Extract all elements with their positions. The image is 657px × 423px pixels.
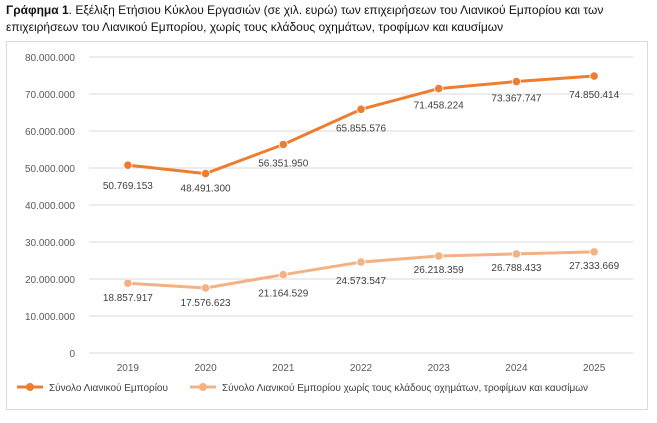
x-tick-label: 2021 [272,363,295,374]
data-label: 18.857.917 [103,293,153,304]
data-point [123,160,133,170]
data-label: 24.573.547 [336,276,386,287]
data-point [511,76,522,87]
data-label: 26.218.359 [414,265,464,276]
data-label: 17.576.623 [181,298,231,309]
data-label: 26.788.433 [491,263,541,274]
data-label: 71.458.224 [414,101,464,112]
line-chart: 0 10.000.000 20.000.000 30.000.000 40.000.00… [17,53,633,394]
data-label: 74.850.414 [569,90,619,101]
data-point [123,278,133,288]
series-lines [123,71,599,293]
caption-label: Γράφημα 1 [6,3,69,17]
chart-frame: 0 10.000.000 20.000.000 30.000.000 40.000.00… [6,41,648,410]
gridlines [89,56,633,354]
legend-swatch-marker [198,383,207,391]
legend-label: Σύνολο Λιανικού Εμπορίου χωρίς τους κλάδ… [222,382,588,394]
chart-caption: Γράφημα 1. Εξέλιξη Ετήσιου Κύκλου Εργασι… [6,2,651,36]
data-label: 48.491.300 [181,184,231,195]
x-axis-ticks: 2019 2020 2021 2022 2023 2024 2025 [117,363,606,374]
y-tick-label: 50.000.000 [25,164,75,175]
data-point [278,139,288,150]
y-axis-ticks: 0 10.000.000 20.000.000 30.000.000 40.000.00… [25,53,76,360]
data-label: 50.769.153 [103,181,153,192]
y-tick-label: 30.000.000 [25,238,75,249]
y-tick-label: 40.000.000 [25,201,75,212]
y-tick-label: 0 [69,349,75,360]
x-tick-label: 2020 [194,363,217,374]
data-label: 21.164.529 [258,289,308,300]
x-tick-label: 2024 [505,363,528,374]
data-label: 27.333.669 [569,261,619,272]
x-tick-label: 2019 [117,363,140,374]
data-labels: 50.769.153 48.491.300 56.351.950 65.855.576… [103,90,620,309]
data-point [356,257,366,267]
data-point [589,247,599,257]
legend-label: Σύνολο Λιανικού Εμπορίου [49,382,168,394]
data-label: 73.367.747 [491,94,541,105]
data-label: 65.855.576 [336,123,386,134]
legend-swatch-marker [26,383,34,391]
data-point [434,251,444,261]
y-tick-label: 70.000.000 [25,90,75,101]
x-tick-label: 2023 [428,363,451,374]
x-tick-label: 2022 [350,363,373,374]
data-point [589,71,599,81]
y-tick-label: 60.000.000 [25,127,75,138]
y-tick-label: 20.000.000 [25,275,75,286]
data-label: 56.351.950 [258,158,308,169]
data-point [200,283,211,293]
legend: Σύνολο Λιανικού Εμπορίου Σύνολο Λιανικού … [17,382,588,394]
data-point [200,168,211,179]
y-tick-label: 80.000.000 [25,53,75,64]
y-tick-label: 10.000.000 [25,312,75,323]
data-point [511,249,522,259]
data-point [356,104,366,114]
data-point [278,270,288,280]
caption-text: . Εξέλιξη Ετήσιου Κύκλου Εργασιών (σε χι… [6,3,604,34]
x-tick-label: 2025 [583,363,606,374]
data-point [434,84,444,94]
